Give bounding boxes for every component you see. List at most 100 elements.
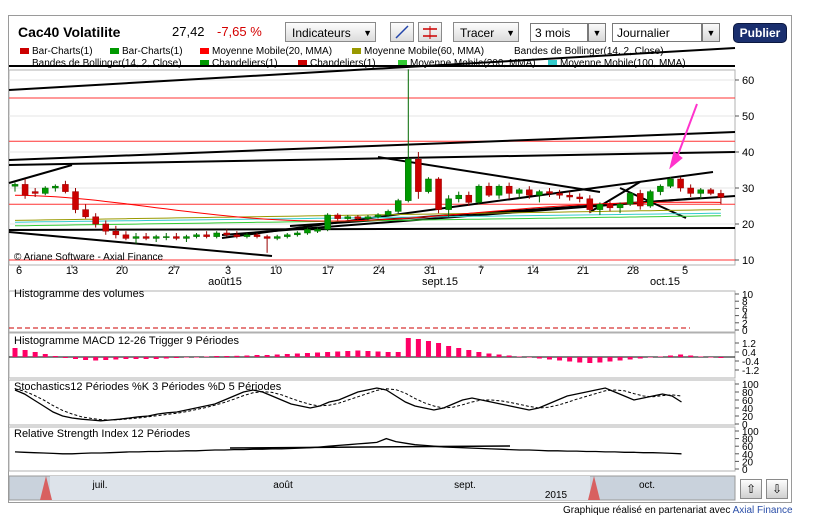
price-tick-label: 30: [742, 183, 754, 195]
candle-body: [606, 203, 614, 209]
chart-frame: [8, 15, 792, 503]
candle-body: [465, 194, 473, 203]
candle-body: [384, 211, 392, 216]
navigator-month-label: août: [273, 480, 293, 491]
draw-line-button[interactable]: [390, 22, 414, 42]
macd-bar: [32, 352, 38, 357]
candle-body: [122, 234, 130, 239]
price-tick-label: 60: [742, 75, 754, 87]
candle-body: [425, 178, 432, 192]
candle-body: [596, 203, 604, 210]
price-tick-label: 40: [742, 147, 754, 159]
macd-panel-border: [8, 332, 736, 379]
navigator-handle-right: [588, 476, 600, 500]
macd-tick-label: -1.2: [742, 366, 760, 377]
macd-bar: [688, 355, 694, 357]
x-tick-label: 24: [373, 265, 385, 277]
legend-item: Moyenne Mobile(100, MMA): [548, 58, 686, 69]
trend-line: [8, 151, 736, 166]
candle-body: [42, 187, 49, 194]
legend-swatch: [20, 48, 29, 55]
period-select[interactable]: 3 mois: [530, 23, 588, 42]
candle-body: [183, 236, 190, 239]
x-tick-label: 20: [116, 265, 128, 277]
x-tick-label: 14: [527, 265, 539, 277]
interval-select[interactable]: Journalier: [612, 23, 702, 42]
publish-button[interactable]: Publier: [733, 23, 787, 43]
volume-tick-label: 10: [742, 290, 754, 301]
legend-swatch: [20, 60, 29, 67]
macd-bar: [173, 357, 179, 358]
stochastics-tick-label: 0: [742, 420, 748, 431]
legend-swatch: [110, 48, 119, 55]
indicators-dropdown[interactable]: Indicateurs ▼: [285, 22, 376, 42]
candle-body: [687, 187, 694, 194]
footer-link[interactable]: Axial Finance: [732, 505, 793, 516]
indicators-label: Indicateurs: [292, 26, 351, 40]
macd-bar: [244, 355, 250, 357]
candle-body: [586, 198, 594, 210]
price-tick-label: 10: [742, 255, 754, 267]
chevron-down-icon: ▼: [363, 28, 372, 38]
candle-body: [152, 236, 160, 239]
legend-swatch: [502, 48, 511, 55]
price-change: -7,65 %: [217, 24, 262, 39]
candle-body: [697, 189, 704, 194]
macd-bar: [567, 357, 573, 362]
candle-body: [394, 200, 402, 212]
macd-bar: [456, 348, 462, 357]
macd-bar: [214, 356, 220, 357]
period-chevron-icon[interactable]: ▼: [588, 23, 606, 42]
candle-body: [515, 189, 523, 194]
candle-body: [102, 223, 110, 232]
macd-bar: [204, 356, 210, 357]
interval-chevron-icon[interactable]: ▼: [702, 23, 720, 42]
candle-body: [132, 236, 140, 239]
chevron-down-icon: ▼: [506, 28, 515, 38]
candle-body: [526, 189, 533, 196]
navigator-month-label: juil.: [91, 480, 107, 491]
macd-bar: [446, 346, 452, 357]
x-tick-label: 3: [225, 265, 231, 277]
candle-body: [576, 196, 583, 200]
trend-line: [8, 131, 736, 161]
macd-bar: [73, 357, 79, 359]
x-tick-label: 5: [682, 265, 688, 277]
scroll-right-button[interactable]: ⇩: [766, 479, 788, 499]
macd-bar: [83, 357, 89, 360]
x-tick-label: 21: [577, 265, 589, 277]
macd-bar: [93, 357, 99, 361]
candle-body: [536, 191, 543, 196]
x-tick-label: 13: [66, 265, 78, 277]
candle-body: [193, 234, 200, 237]
volume-tick-label: 8: [742, 297, 748, 308]
annotation-arrow: [675, 103, 698, 161]
draw-dropdown[interactable]: Tracer ▼: [453, 22, 519, 42]
macd-tick-label: 0.4: [742, 348, 756, 359]
trend-line: [8, 164, 73, 184]
legend-item: Bar-Charts(1): [20, 46, 93, 57]
legend-swatch: [200, 60, 209, 67]
rsi-trend-line: [229, 445, 511, 449]
candle-body: [546, 191, 553, 194]
footer-text: Graphique réalisé en partenariat avec: [563, 505, 731, 516]
rsi-tick-label: 100: [742, 427, 759, 438]
candle-body: [243, 234, 251, 237]
stochastics-tick-label: 80: [742, 388, 754, 399]
draw-hline-button[interactable]: [418, 22, 442, 42]
macd-bar: [315, 352, 321, 357]
macd-bar: [62, 357, 68, 358]
rsi-panel-border: [8, 426, 736, 472]
macd-bar: [466, 350, 472, 357]
macd-bar: [708, 357, 714, 358]
macd-bar: [627, 357, 633, 360]
candle-body: [374, 214, 382, 218]
macd-bar: [375, 351, 381, 357]
candle-body: [435, 178, 442, 210]
candle-body: [304, 229, 311, 234]
macd-tick-label: -0.4: [742, 357, 760, 368]
volume-tick-label: 2: [742, 319, 748, 330]
macd-bar: [718, 357, 724, 358]
scroll-left-button[interactable]: ⇧: [740, 479, 762, 499]
annotation-arrowhead: [669, 151, 683, 170]
